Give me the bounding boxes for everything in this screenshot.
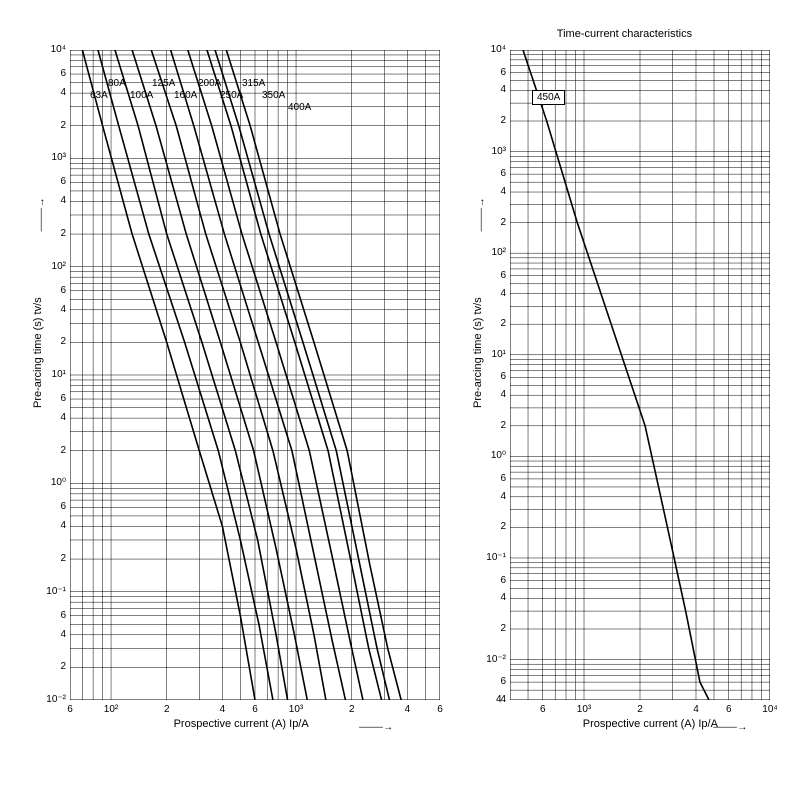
- y-subtick-label: 2: [52, 228, 66, 239]
- x-tick-label: 6: [60, 704, 80, 715]
- curve-label: 400A: [288, 102, 311, 113]
- x-tick-label: 6: [533, 704, 553, 715]
- y-subtick-label: 6: [52, 176, 66, 187]
- y-subtick-label: 2: [52, 336, 66, 347]
- x-tick-label: 10²: [101, 704, 121, 715]
- y-subtick-label: 2: [52, 553, 66, 564]
- y-tick-label: 10⁴: [40, 44, 66, 55]
- y-subtick-label: 6: [492, 676, 506, 687]
- y-subtick-label: 4: [492, 592, 506, 603]
- y-subtick-label: 2: [492, 623, 506, 634]
- y-subtick-label: 4: [492, 491, 506, 502]
- y-subtick-label: 2: [52, 445, 66, 456]
- x-tick-label: 4: [686, 704, 706, 715]
- curve-label: 80A: [108, 78, 126, 89]
- y-subtick-label: 4: [492, 84, 506, 95]
- y-tick-label: 10⁰: [480, 450, 506, 461]
- y-tick-label: 10³: [40, 152, 66, 163]
- y-tick-label: 10⁴: [480, 44, 506, 55]
- y-tick-label: 10³: [480, 146, 506, 157]
- y-subtick-label: 4: [52, 412, 66, 423]
- y-subtick-label: 4: [52, 304, 66, 315]
- x-tick-label: 2: [157, 704, 177, 715]
- x-tick-label: 2: [630, 704, 650, 715]
- y-subtick-label: 4: [52, 520, 66, 531]
- x-tick-label: 6: [245, 704, 265, 715]
- curve-label: 100A: [130, 90, 153, 101]
- y-subtick-label: 4: [52, 629, 66, 640]
- y-subtick-label: 6: [492, 473, 506, 484]
- x-axis-label: Prospective current (A) Ip/A: [174, 718, 309, 730]
- y-subtick-label: 6: [52, 393, 66, 404]
- chart-grid: [70, 50, 440, 700]
- y-subtick-label: 2: [52, 661, 66, 672]
- x-tick-label: 6: [719, 704, 739, 715]
- curve-label: 315A: [242, 78, 265, 89]
- x-axis-label: Prospective current (A) Ip/A: [583, 718, 718, 730]
- y-subtick-label: 4: [52, 195, 66, 206]
- x-tick-label: 10³: [574, 704, 594, 715]
- curve-label: 200A: [198, 78, 221, 89]
- chart-title: Time-current characteristics: [557, 28, 692, 40]
- left-log-chart: 10⁻²24610⁻¹24610⁰24610¹24610²24610³24610…: [70, 50, 440, 700]
- y-tick-label: 10⁻²: [480, 654, 506, 665]
- y-tick-label: 10⁻¹: [40, 586, 66, 597]
- y-subtick-label: 6: [52, 501, 66, 512]
- y-subtick-label: 2: [492, 318, 506, 329]
- y-subtick-label: 4: [492, 288, 506, 299]
- y-tick-label: 10⁰: [40, 477, 66, 488]
- y-subtick-label: 4: [492, 389, 506, 400]
- curve-label-boxed: 450A: [532, 90, 565, 105]
- y-axis-label: Pre-arcing time (s) tv/s: [472, 297, 484, 408]
- x-axis-arrow: ⸻→: [713, 718, 748, 733]
- curve-label: 125A: [152, 78, 175, 89]
- curve-label: 160A: [174, 90, 197, 101]
- y-subtick-label: 4: [492, 186, 506, 197]
- y-subtick-label: 6: [492, 270, 506, 281]
- y-subtick-label: 6: [52, 610, 66, 621]
- y-subtick-label: 2: [492, 521, 506, 532]
- x-tick-label: 2: [342, 704, 362, 715]
- y-subtick-label: 6: [52, 285, 66, 296]
- x-tick-label: 10⁴: [760, 704, 780, 715]
- fuse-curve: [523, 50, 709, 700]
- y-axis-arrow: ⸻→: [472, 197, 487, 232]
- y-tick-label: 10²: [40, 261, 66, 272]
- y-subtick-label: 2: [52, 120, 66, 131]
- y-subtick-label: 6: [492, 67, 506, 78]
- x-axis-arrow: ⸻→: [359, 718, 394, 733]
- chart-grid: [510, 50, 770, 700]
- y-subtick-label: 6: [52, 68, 66, 79]
- y-subtick-label: 4: [52, 87, 66, 98]
- y-bottom-extra: 4: [496, 694, 502, 705]
- y-axis-arrow: ⸻→: [32, 197, 47, 232]
- curve-label: 63A: [90, 90, 108, 101]
- curve-label: 350A: [262, 90, 285, 101]
- y-subtick-label: 2: [492, 420, 506, 431]
- page: 10⁻²24610⁻¹24610⁰24610¹24610²24610³24610…: [0, 0, 800, 800]
- y-subtick-label: 6: [492, 168, 506, 179]
- y-tick-label: 10²: [480, 247, 506, 258]
- curve-label: 250A: [220, 90, 243, 101]
- y-subtick-label: 2: [492, 115, 506, 126]
- y-axis-label: Pre-arcing time (s) tv/s: [32, 297, 44, 408]
- y-tick-label: 10⁻¹: [480, 552, 506, 563]
- x-tick-label: 6: [430, 704, 450, 715]
- y-subtick-label: 6: [492, 575, 506, 586]
- right-log-chart: 4610⁻²24610⁻¹24610⁰24610¹24610²24610³246…: [510, 50, 770, 700]
- x-tick-label: 10³: [286, 704, 306, 715]
- x-tick-label: 4: [212, 704, 232, 715]
- x-tick-label: 4: [397, 704, 417, 715]
- y-subtick-label: 6: [492, 371, 506, 382]
- y-subtick-label: 2: [492, 217, 506, 228]
